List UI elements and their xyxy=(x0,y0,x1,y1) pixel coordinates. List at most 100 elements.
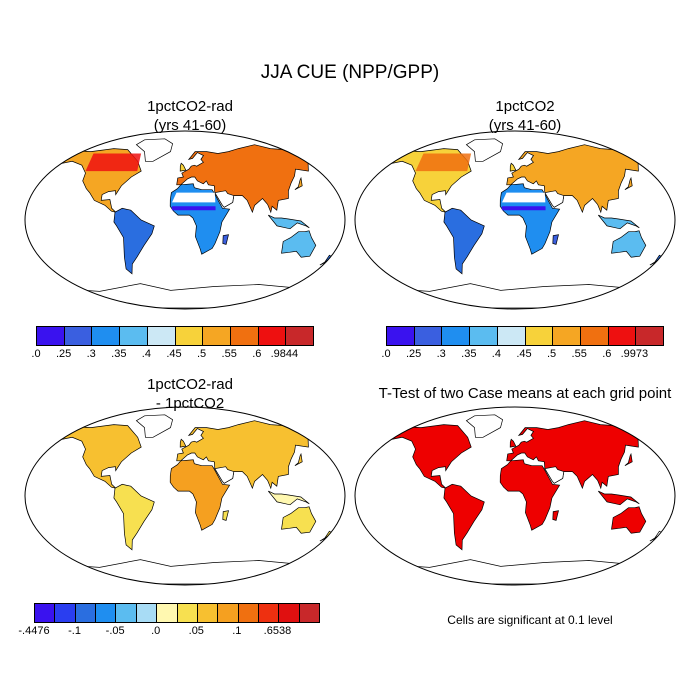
colorbar-tick-label: .5 xyxy=(197,348,207,360)
colorbar-swatch xyxy=(442,327,471,345)
colorbar-swatch xyxy=(553,327,581,345)
colorbar-swatch xyxy=(286,327,314,345)
colorbar-tick-label: .0 xyxy=(151,625,161,637)
colorbar-swatch xyxy=(279,604,300,622)
colorbar-tick-label: .0 xyxy=(381,348,391,360)
panel-4-title: T-Test of two Case means at each grid po… xyxy=(378,385,672,402)
colorbar-swatch xyxy=(525,327,554,345)
landmass-indonesia xyxy=(268,490,310,506)
colorbar-swatch xyxy=(414,327,443,345)
colorbar-tick-label: .25 xyxy=(405,348,422,360)
map-difference xyxy=(24,406,346,586)
colorbar-swatch xyxy=(197,604,219,622)
landmass-africa xyxy=(499,459,561,531)
panel-2-title: 1pctCO2 (yrs 41-60) xyxy=(488,98,562,134)
colorbar-tick-label: .6 xyxy=(602,348,612,360)
landmass-antarctica xyxy=(383,283,645,309)
colorbar-swatch xyxy=(636,327,664,345)
landmass-arabia xyxy=(214,466,235,484)
landmass-south-america xyxy=(443,483,485,551)
boreal-patch xyxy=(415,153,472,172)
landmass-north-america xyxy=(389,424,472,489)
landmass-australia xyxy=(281,230,317,258)
colorbar-swatch xyxy=(230,327,259,345)
colorbar-2 xyxy=(386,326,664,346)
colorbar-swatch xyxy=(258,327,287,345)
colorbar-swatch xyxy=(147,327,176,345)
landmass-europe-asia xyxy=(176,420,318,490)
colorbar-tick-label: .6538 xyxy=(263,625,292,637)
landmass-arabia xyxy=(544,190,565,208)
colorbar-tick-label: .0 xyxy=(31,348,41,360)
colorbar-swatch xyxy=(497,327,526,345)
landmass-australia xyxy=(281,506,317,534)
colorbar-swatch xyxy=(387,327,415,345)
colorbar-swatch xyxy=(92,327,121,345)
sahara-no-data xyxy=(172,192,216,203)
panel-1-title: 1pctCO2-rad (yrs 41-60) xyxy=(147,98,233,134)
landmass-greenland xyxy=(465,138,504,162)
colorbar-tick-label: .4 xyxy=(491,348,501,360)
colorbar-tick-label: .5 xyxy=(547,348,557,360)
colorbar-swatch xyxy=(299,604,320,622)
landmass-antarctica xyxy=(383,559,645,585)
landmass-madagascar xyxy=(222,510,229,521)
colorbar-swatch xyxy=(470,327,498,345)
colorbar-swatch xyxy=(218,604,239,622)
colorbar-swatch xyxy=(238,604,259,622)
landmass-australia xyxy=(611,230,647,258)
landmass-uk xyxy=(509,162,517,172)
colorbar-tick-label: .3 xyxy=(436,348,446,360)
colorbar-swatch xyxy=(175,327,204,345)
colorbar-swatch xyxy=(258,604,280,622)
boreal-patch xyxy=(85,153,142,172)
colorbar-tick-label: .1 xyxy=(232,625,242,637)
landmass-europe-asia xyxy=(506,144,648,214)
landmass-europe-asia xyxy=(176,144,318,214)
colorbar-swatch xyxy=(120,327,148,345)
landmass-madagascar xyxy=(552,234,559,245)
colorbar-tick-label: .3 xyxy=(86,348,96,360)
colorbar-tick-label: .25 xyxy=(55,348,72,360)
sahel-band xyxy=(501,206,546,211)
colorbar-swatch xyxy=(96,604,117,622)
landmass-uk xyxy=(179,162,187,172)
map-1pctco2-rad xyxy=(24,130,346,310)
sahara-no-data xyxy=(502,192,546,203)
landmass-greenland xyxy=(135,138,174,162)
significance-note: Cells are significant at 0.1 level xyxy=(447,613,613,627)
colorbar-swatch xyxy=(580,327,609,345)
sahel-band xyxy=(171,206,216,211)
colorbar-tick-label: .55 xyxy=(221,348,237,360)
landmass-greenland xyxy=(465,414,504,438)
colorbar-tick-label: .4 xyxy=(141,348,151,360)
colorbar-swatch xyxy=(177,604,198,622)
colorbar-tick-label: .35 xyxy=(461,348,477,360)
landmass-arabia xyxy=(214,190,235,208)
colorbar-swatch xyxy=(75,604,97,622)
colorbar-tick-label: .6 xyxy=(252,348,262,360)
colorbar-swatch xyxy=(55,604,76,622)
landmass-uk xyxy=(509,438,517,448)
colorbar-swatch xyxy=(116,604,137,622)
colorbar-tick-label: -.1 xyxy=(68,625,81,637)
landmass-indonesia xyxy=(268,214,310,230)
colorbar-swatch xyxy=(35,604,56,622)
landmass-indonesia xyxy=(598,214,640,230)
map-border xyxy=(354,130,676,310)
landmass-australia xyxy=(611,506,647,534)
colorbar-swatch xyxy=(203,327,231,345)
colorbar-tick-label: .45 xyxy=(166,348,182,360)
colorbar-3 xyxy=(34,603,320,623)
landmass-south-america xyxy=(113,207,155,275)
landmass-japan xyxy=(624,452,633,467)
landmass-madagascar xyxy=(222,234,229,245)
landmass-europe-asia xyxy=(506,420,648,490)
colorbar-tick-label: .9844 xyxy=(270,348,299,360)
landmass-japan xyxy=(624,176,633,191)
colorbar-tick-label: .9973 xyxy=(620,348,649,360)
colorbar-swatch xyxy=(37,327,65,345)
colorbar-swatch xyxy=(64,327,93,345)
colorbar-tick-label: -.4476 xyxy=(18,625,50,637)
colorbar-swatch xyxy=(157,604,178,622)
